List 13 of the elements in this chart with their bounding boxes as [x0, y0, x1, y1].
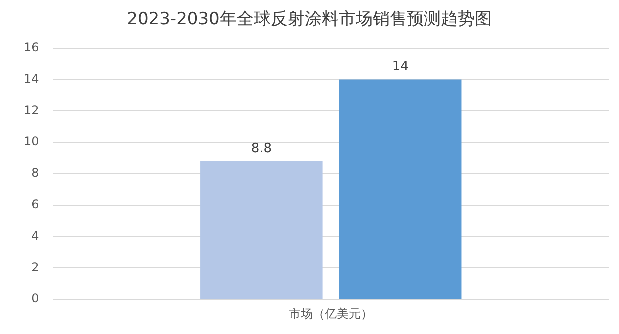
y-tick-label: 14 [24, 72, 40, 86]
data-label: 14 [392, 60, 409, 75]
y-tick-label: 0 [32, 292, 40, 306]
data-label: 8.8 [251, 141, 272, 156]
y-tick-label: 6 [32, 198, 40, 212]
x-tick-label: 市场（亿美元） [289, 306, 374, 321]
y-tick-label: 2 [32, 260, 40, 274]
y-tick-label: 4 [32, 228, 40, 243]
y-tick-label: 10 [24, 134, 40, 149]
y-tick-label: 8 [32, 166, 40, 180]
y-tick-label: 16 [24, 40, 40, 55]
y-tick-label: 12 [24, 103, 40, 118]
chart-title: 2023-2030年全球反射涂料市场销售预测趋势图 [127, 10, 492, 30]
